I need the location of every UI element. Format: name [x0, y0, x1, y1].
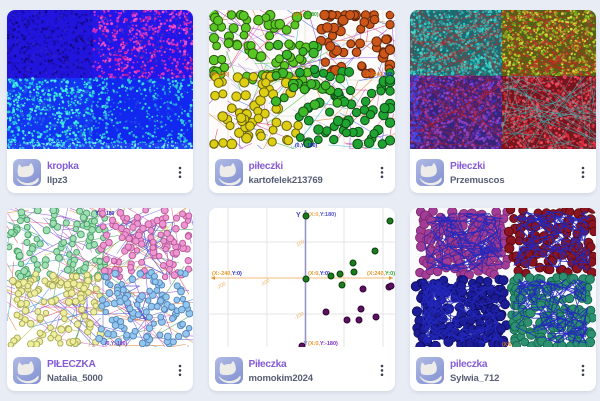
svg-text:(X:240,Y:0): (X:240,Y:0) — [367, 72, 393, 78]
svg-text:(0,Y:-180): (0,Y:-180) — [295, 143, 317, 149]
svg-text:(X:-240): (X:-240) — [211, 72, 230, 78]
svg-text:(X:0,Y:180): (X:0,Y:180) — [293, 12, 319, 18]
